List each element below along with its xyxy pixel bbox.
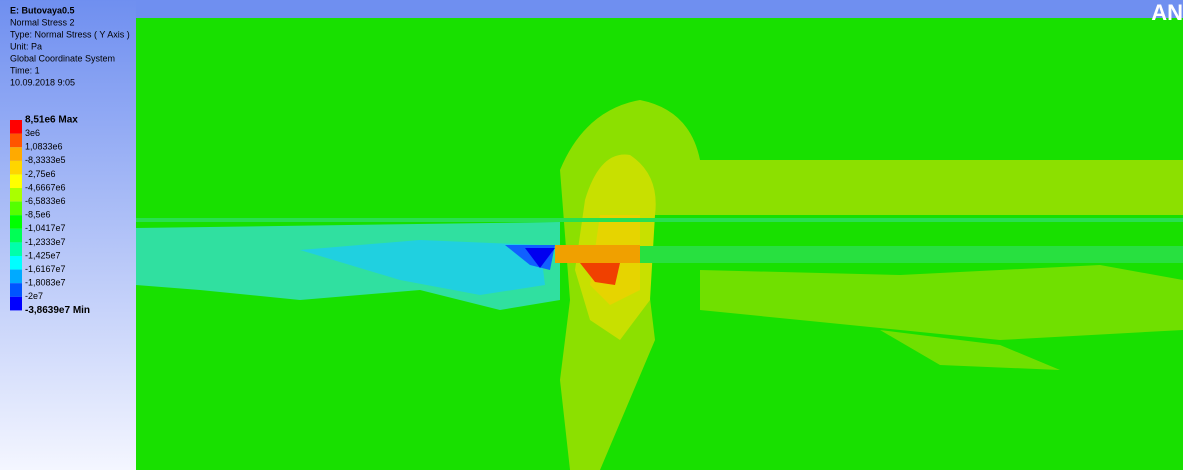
legend-label: -6,5833e6	[25, 196, 66, 206]
legend-swatch	[10, 174, 22, 188]
legend-swatch	[10, 269, 22, 284]
legend-swatch	[10, 147, 22, 161]
legend-label: 8,51e6 Max	[25, 115, 78, 126]
header-line: Time: 1	[10, 65, 40, 75]
legend-swatch	[10, 296, 22, 311]
legend-label: -2e7	[25, 291, 43, 301]
header-line: Global Coordinate System	[10, 53, 115, 63]
logo: AN	[1151, 0, 1183, 25]
legend-swatch	[10, 228, 22, 243]
legend-label: -3,8639e7 Min	[25, 305, 90, 316]
legend-label: -4,6667e6	[25, 182, 66, 192]
legend: 8,51e6 Max 3e6 1,0833e6 -8,3333e5 -2,75e6 -4,…	[10, 115, 90, 316]
contour-plot	[136, 18, 1183, 470]
legend-label: 1,0833e6	[25, 142, 63, 152]
header-line: 10.09.2018 9:05	[10, 77, 75, 87]
legend-label: -8,3333e5	[25, 155, 66, 165]
legend-swatch	[10, 256, 22, 270]
legend-label: -1,425e7	[25, 250, 61, 260]
legend-label: -2,75e6	[25, 169, 56, 179]
legend-label: -1,8083e7	[25, 278, 66, 288]
header-line: E: Butovaya0.5	[10, 5, 75, 15]
legend-swatch	[10, 283, 22, 297]
legend-label: -8,5e6	[25, 210, 51, 220]
legend-swatch	[10, 160, 22, 175]
legend-swatch	[10, 242, 22, 256]
header-line: Type: Normal Stress ( Y Axis )	[10, 29, 130, 39]
legend-label: -1,6167e7	[25, 264, 66, 274]
legend-swatch	[10, 188, 22, 202]
legend-label: -1,2333e7	[25, 237, 66, 247]
header-line: Normal Stress 2	[10, 17, 75, 27]
top-bar	[136, 0, 1183, 18]
header: E: Butovaya0.5 Normal Stress 2 Type: Norma…	[10, 5, 130, 87]
legend-label: -1,0417e7	[25, 223, 66, 233]
legend-swatch	[10, 133, 22, 148]
legend-swatch	[10, 120, 22, 134]
legend-swatch	[10, 201, 22, 216]
legend-swatch	[10, 215, 22, 229]
legend-label: 3e6	[25, 128, 40, 138]
header-line: Unit: Pa	[10, 41, 42, 51]
